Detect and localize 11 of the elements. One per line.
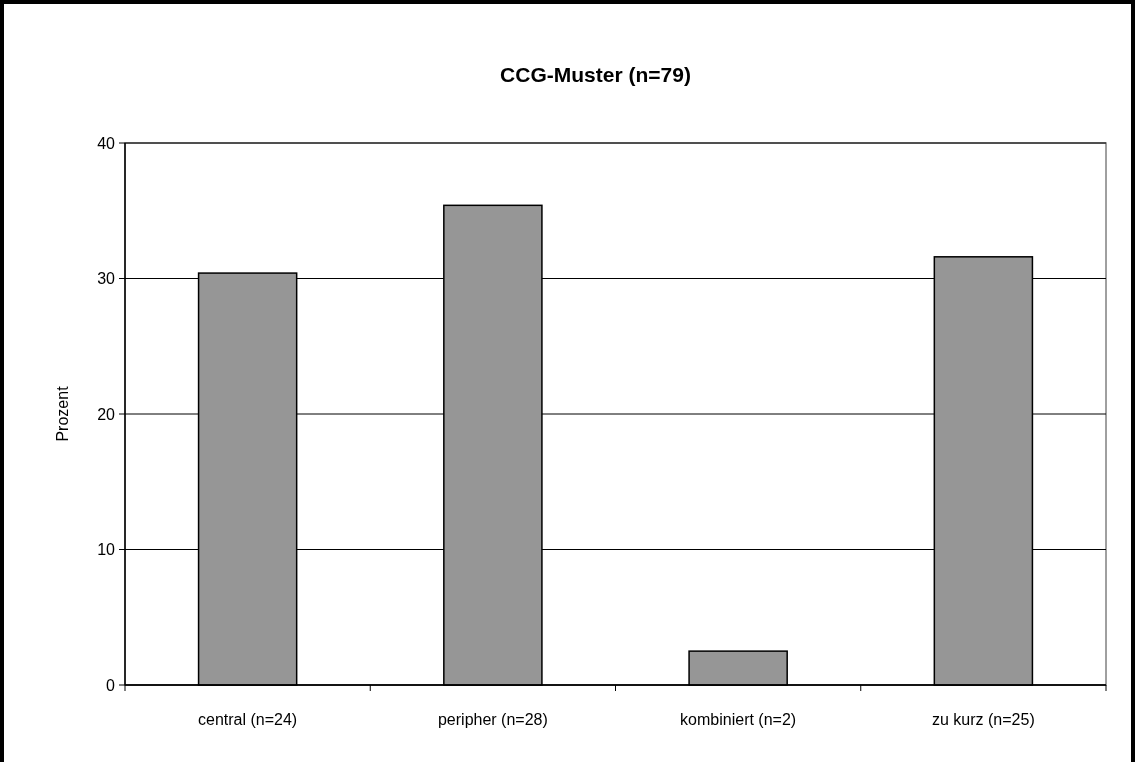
x-tick-label: peripher (n=28) bbox=[437, 711, 548, 728]
chart-title: CCG-Muster (n=79) bbox=[500, 63, 691, 86]
x-tick-label: zu kurz (n=25) bbox=[932, 711, 1035, 728]
y-tick-label: 40 bbox=[97, 134, 116, 152]
y-tick-label: 0 bbox=[106, 676, 116, 694]
x-tick-label: kombiniert (n=2) bbox=[680, 711, 797, 728]
y-tick-label: 30 bbox=[97, 270, 116, 288]
y-axis-title: Prozent bbox=[54, 385, 71, 442]
x-tick-label: central (n=24) bbox=[198, 711, 298, 728]
y-tick-label: 20 bbox=[97, 405, 116, 423]
y-tick-label: 10 bbox=[97, 541, 116, 559]
